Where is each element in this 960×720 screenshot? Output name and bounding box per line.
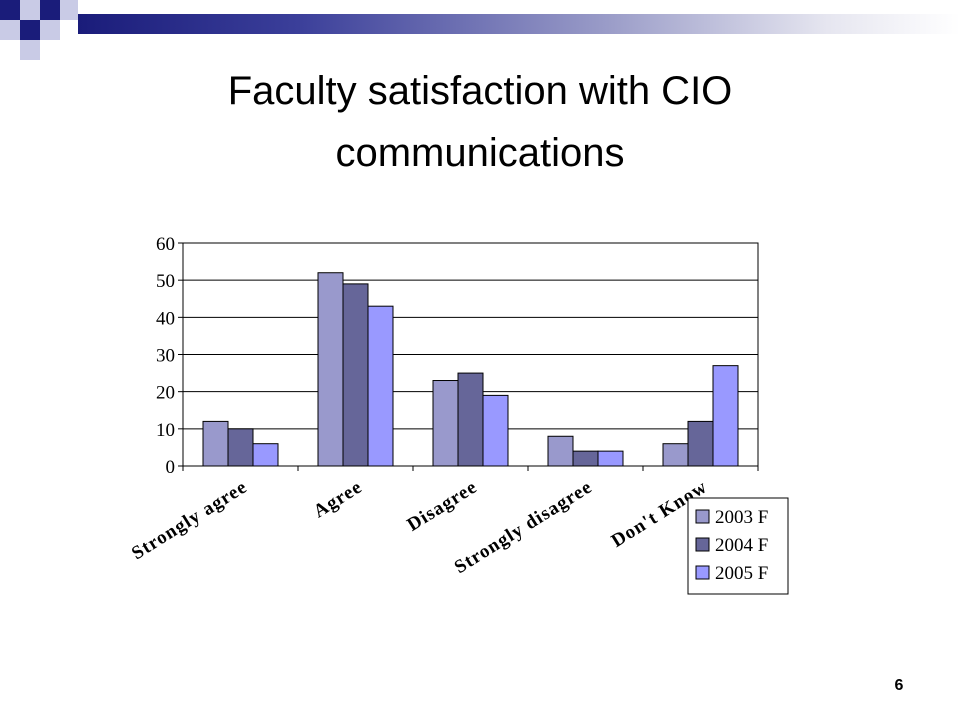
legend-swatch xyxy=(695,565,710,580)
bar-2003-f-0 xyxy=(202,420,229,467)
y-tick-label: 40 xyxy=(156,308,175,329)
slide-title-line-1: Faculty satisfaction with CIO xyxy=(227,69,733,113)
y-tick-label: 20 xyxy=(156,383,175,404)
y-tick-label: 50 xyxy=(156,271,175,292)
bar-2004-f-1 xyxy=(342,283,369,467)
bar-2003-f-4 xyxy=(662,443,689,467)
bar-2005-f-0 xyxy=(252,443,279,467)
bar-2004-f-3 xyxy=(572,450,599,467)
y-tick-label: 30 xyxy=(156,346,175,367)
legend-swatch xyxy=(695,537,710,552)
bar-2005-f-1 xyxy=(367,305,394,467)
bar-2003-f-3 xyxy=(547,435,574,467)
x-category-label: Agree xyxy=(310,476,366,522)
header-gradient-bar xyxy=(78,14,960,34)
bar-2004-f-4 xyxy=(687,420,714,467)
bar-2005-f-3 xyxy=(597,450,624,467)
legend-swatch xyxy=(695,509,710,524)
decorative-squares xyxy=(0,0,80,60)
slide-title: Faculty satisfaction with CIO communicat… xyxy=(80,60,880,184)
bar-2003-f-2 xyxy=(432,380,459,467)
y-tick-label: 60 xyxy=(156,234,175,255)
slide-title-line-2: communications xyxy=(335,131,625,175)
y-tick-label: 10 xyxy=(156,420,175,441)
bar-2005-f-4 xyxy=(712,365,739,467)
y-tick-label: 0 xyxy=(166,457,176,478)
bar-2004-f-2 xyxy=(457,372,484,467)
page-number: 6 xyxy=(894,677,904,694)
legend-label: 2004 F xyxy=(715,535,768,556)
bar-2005-f-2 xyxy=(482,394,509,467)
bar-2003-f-1 xyxy=(317,272,344,467)
x-category-label: Disagree xyxy=(404,476,482,535)
legend-label: 2005 F xyxy=(715,563,768,584)
x-category-label: Strongly agree xyxy=(128,476,251,564)
legend-label: 2003 F xyxy=(715,507,768,528)
bar-2004-f-0 xyxy=(227,428,254,467)
